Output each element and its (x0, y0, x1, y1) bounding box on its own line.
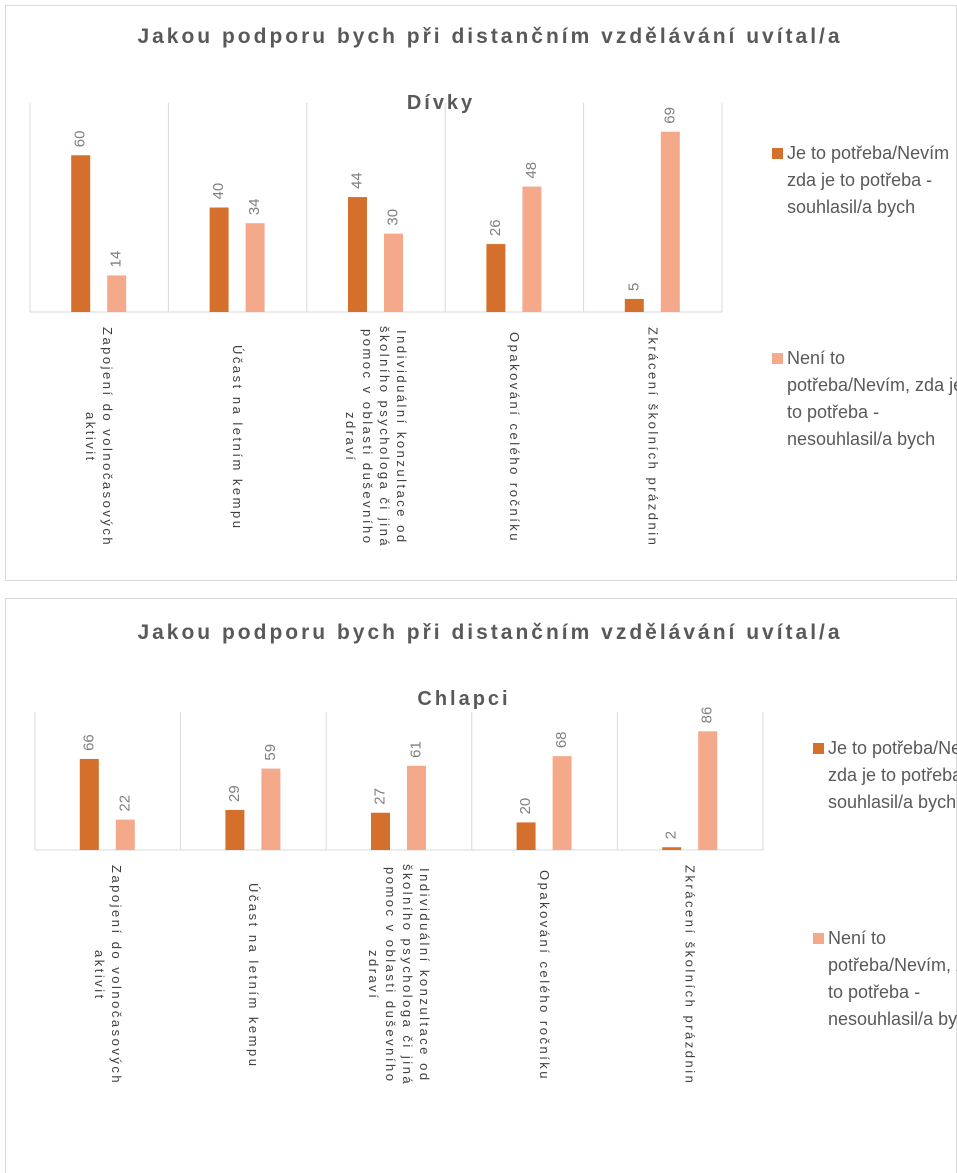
chart-title: Jakou podporu bych při distančním vzdělá… (137, 621, 843, 644)
value-label: 20 (517, 798, 534, 815)
x-tick-text: Účast na letním kempu (245, 882, 261, 1069)
x-tick-label: Účast na letním kempu (173, 320, 303, 555)
bar (107, 275, 127, 312)
bar (79, 758, 99, 850)
value-label: 69 (661, 107, 678, 124)
bar (660, 131, 680, 312)
value-label: 14 (108, 251, 125, 268)
bar (245, 223, 265, 312)
legend-swatch (772, 148, 783, 159)
value-label: 68 (553, 731, 570, 748)
legend-label: Je to potřeba/Nevím zda je to potřeba - … (787, 143, 950, 217)
value-label: 5 (625, 283, 642, 291)
bar (522, 186, 542, 312)
x-tick-text: Opakování celého ročníku (506, 331, 522, 544)
bar (261, 768, 281, 850)
x-tick-text: Zkrácení školních prázdnin (682, 865, 698, 1086)
value-label: 30 (384, 209, 401, 226)
legend-swatch (813, 933, 824, 944)
value-label: 44 (348, 172, 365, 189)
legend-label: Je to potřeba/Nevím zda je to potřeba - … (828, 738, 957, 812)
bar (209, 207, 229, 312)
bar (552, 756, 572, 850)
value-label: 61 (407, 741, 424, 758)
value-label: 40 (210, 183, 227, 200)
x-tick-label: Zkrácení školních prázdnin (625, 858, 755, 1093)
value-label: 59 (262, 744, 279, 761)
x-tick-label: Opakování celého ročníku (480, 858, 610, 1093)
x-tick-label: Zapojení do volnočasových aktivit (34, 320, 164, 555)
value-label: 22 (116, 795, 133, 812)
value-label: 26 (487, 219, 504, 236)
value-label: 66 (80, 734, 97, 751)
bar (516, 822, 536, 850)
x-tick-label: Individuální konzultace od školního psyc… (311, 320, 441, 555)
value-label: 86 (699, 707, 716, 724)
bar (115, 819, 135, 850)
value-label: 27 (371, 788, 388, 805)
x-tick-text: Individuální konzultace od školního psyc… (366, 864, 432, 1087)
x-tick-text: Zapojení do volnočasových aktivit (91, 865, 124, 1086)
legend-label: Není to potřeba/Nevím, zda je to potřeba… (787, 348, 957, 449)
legend-swatch (772, 353, 783, 364)
legend-swatch (813, 743, 824, 754)
value-label: 2 (663, 831, 680, 839)
x-tick-label: Zkrácení školních prázdnin (588, 320, 718, 555)
bar (71, 155, 91, 312)
chart-subtitle: Chlapci (417, 688, 511, 710)
x-tick-label: Účast na letním kempu (188, 858, 318, 1093)
value-label: 48 (523, 162, 540, 179)
value-label: 29 (226, 785, 243, 802)
x-tick-text: Zapojení do volnočasových aktivit (83, 327, 116, 548)
bar (698, 731, 718, 850)
bar (624, 298, 644, 312)
x-tick-text: Individuální konzultace od školního psyc… (343, 326, 409, 549)
bar (371, 812, 390, 850)
bar (348, 197, 367, 312)
value-label: 34 (246, 198, 263, 215)
bar (486, 244, 506, 312)
x-tick-label: Zapojení do volnočasových aktivit (43, 858, 173, 1093)
bar (384, 233, 403, 312)
bar (662, 847, 682, 850)
x-tick-label: Individuální konzultace od školního psyc… (334, 858, 464, 1093)
bar (225, 809, 245, 850)
x-tick-label: Opakování celého ročníku (449, 320, 579, 555)
bar (407, 765, 426, 850)
chart-title: Jakou podporu bych při distančním vzdělá… (137, 25, 843, 48)
x-tick-text: Účast na letním kempu (230, 344, 246, 531)
chart-subtitle: Dívky (406, 92, 476, 114)
legend-label: Není to potřeba/Nevím, zda je to potřeba… (828, 928, 957, 1029)
x-tick-text: Zkrácení školních prázdnin (645, 327, 661, 548)
value-label: 60 (72, 131, 89, 148)
x-tick-text: Opakování celého ročníku (537, 869, 553, 1082)
